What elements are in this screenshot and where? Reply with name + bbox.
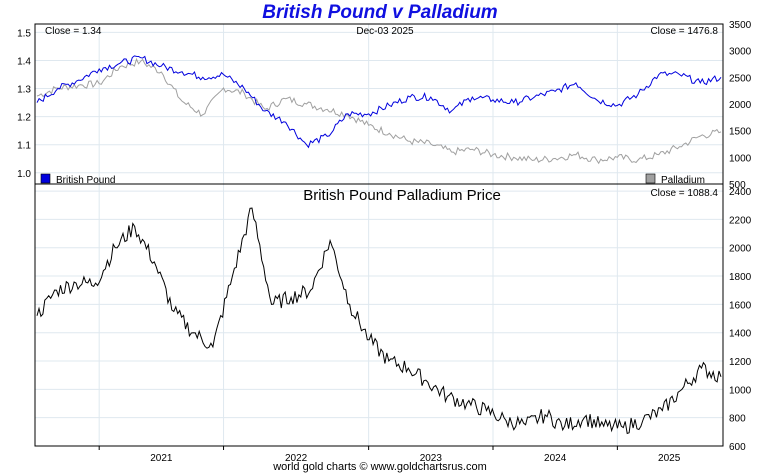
bottom-header-right: Close = 1088.4 bbox=[650, 188, 718, 199]
y-tick-left: 1.5 bbox=[17, 28, 31, 39]
y-tick-left: 1.3 bbox=[17, 85, 31, 96]
x-tick-label: 2021 bbox=[150, 453, 173, 464]
y-tick-right: 1000 bbox=[729, 153, 752, 164]
x-tick-label: 2022 bbox=[285, 453, 308, 464]
x-tick-label: 2025 bbox=[658, 453, 681, 464]
legend-swatch-palladium bbox=[645, 173, 656, 184]
y-tick-right: 500 bbox=[729, 180, 746, 191]
bottom-panel-grid bbox=[35, 184, 723, 447]
bottom-panel-frame bbox=[34, 183, 724, 447]
y-tick-left: 1.1 bbox=[17, 141, 31, 152]
y-tick-left: 1.4 bbox=[17, 56, 31, 67]
y-tick-right: 2400 bbox=[729, 187, 752, 198]
x-tick-label: 2023 bbox=[420, 453, 443, 464]
y-tick-left: 1.2 bbox=[17, 113, 31, 124]
y-tick-right: 2500 bbox=[729, 73, 752, 84]
top-header-left: Close = 1.34 bbox=[45, 26, 102, 37]
y-tick-right: 2000 bbox=[729, 100, 752, 111]
y-tick-right: 1400 bbox=[729, 329, 752, 340]
y-tick-left: 1.0 bbox=[17, 169, 31, 180]
y-tick-right: 3500 bbox=[729, 20, 752, 31]
y-tick-right: 2000 bbox=[729, 244, 752, 255]
y-tick-right: 3000 bbox=[729, 47, 752, 58]
footer-credit: world gold charts © www.goldchartsrus.co… bbox=[273, 461, 487, 473]
bottom-panel-series bbox=[36, 207, 722, 435]
bottom-panel-title: British Pound Palladium Price bbox=[303, 187, 501, 204]
x-tick-label: 2024 bbox=[544, 453, 567, 464]
top-header-center: Dec-03 2025 bbox=[356, 26, 414, 37]
axis-labels: 1.0 1.1 1.2 1.3 1.4 1.5 500 1000 1500 2000 2500 300… bbox=[17, 20, 752, 464]
y-tick-right: 1200 bbox=[729, 357, 752, 368]
y-tick-right: 2200 bbox=[729, 215, 752, 226]
y-tick-right: 600 bbox=[729, 442, 746, 453]
legend-label-pound: British Pound bbox=[56, 175, 115, 186]
series-line-price bbox=[36, 207, 722, 435]
top-panel-series bbox=[36, 55, 722, 165]
legend-swatch-pound bbox=[40, 173, 51, 184]
y-tick-right: 1500 bbox=[729, 127, 752, 138]
series-line-british-pound bbox=[36, 55, 722, 149]
series-line-palladium bbox=[36, 57, 722, 165]
top-header-right: Close = 1476.8 bbox=[650, 26, 718, 37]
y-tick-right: 1600 bbox=[729, 300, 752, 311]
y-tick-right: 800 bbox=[729, 414, 746, 425]
chart-title: British Pound v Palladium bbox=[262, 2, 498, 23]
legend-label-palladium: Palladium bbox=[661, 175, 705, 186]
y-tick-right: 1800 bbox=[729, 272, 752, 283]
y-tick-right: 1000 bbox=[729, 385, 752, 396]
